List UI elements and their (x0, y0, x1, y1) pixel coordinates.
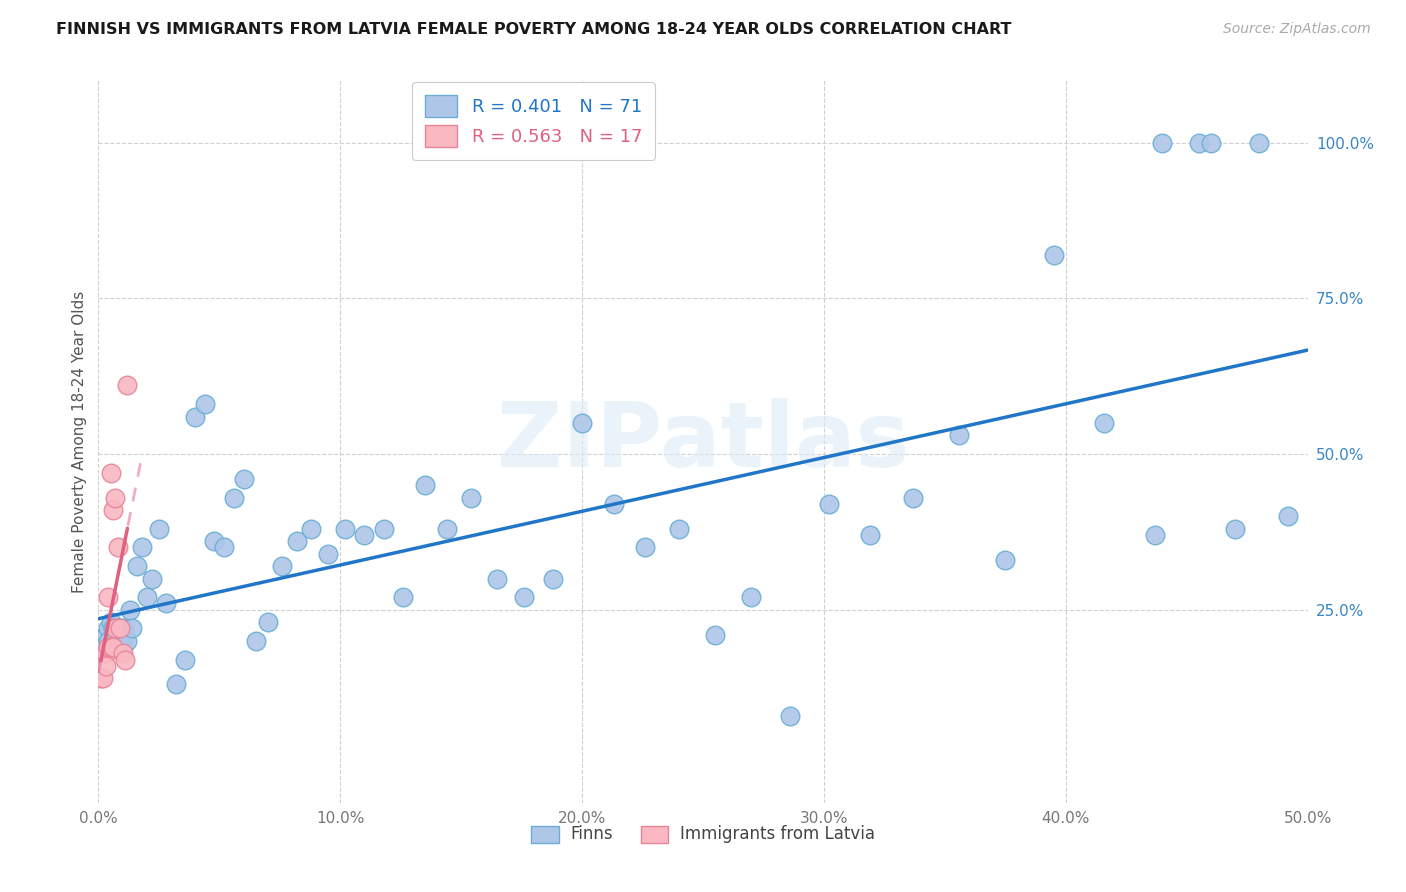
Point (135, 591, 157, 605)
Point (256, 615, 278, 630)
Point (299, 522, 322, 536)
Point (1152, 136, 1174, 150)
Point (1199, 136, 1222, 150)
Point (859, 528, 882, 542)
Point (101, 640, 124, 654)
Point (101, 633, 124, 648)
Point (108, 640, 131, 654)
Point (740, 591, 762, 605)
Point (104, 627, 127, 641)
Point (101, 621, 124, 635)
Point (212, 541, 235, 555)
Text: Source: ZipAtlas.com: Source: ZipAtlas.com (1223, 22, 1371, 37)
Point (392, 591, 415, 605)
Point (165, 677, 187, 691)
Point (222, 491, 245, 505)
Point (100, 466, 122, 480)
Point (91, 640, 114, 654)
Point (1144, 528, 1167, 542)
Point (194, 397, 217, 411)
Point (373, 522, 395, 536)
Point (97, 621, 120, 635)
Point (316, 547, 339, 561)
Point (174, 652, 197, 666)
Point (90, 671, 112, 685)
Point (1223, 522, 1246, 536)
Point (101, 503, 124, 517)
Point (127, 559, 149, 574)
Point (117, 633, 139, 648)
Point (903, 491, 925, 505)
Legend: Finns, Immigrants from Latvia: Finns, Immigrants from Latvia (524, 818, 882, 850)
Point (333, 522, 356, 536)
Point (948, 428, 970, 442)
Point (131, 541, 153, 555)
Point (232, 472, 254, 486)
Point (571, 416, 593, 430)
Point (114, 652, 136, 666)
Point (1094, 416, 1116, 430)
Point (353, 528, 375, 542)
Point (97, 591, 120, 605)
Point (602, 497, 624, 511)
Point (668, 522, 690, 536)
Point (107, 633, 129, 648)
Point (634, 541, 657, 555)
Text: FINNISH VS IMMIGRANTS FROM LATVIA FEMALE POVERTY AMONG 18-24 YEAR OLDS CORRELATI: FINNISH VS IMMIGRANTS FROM LATVIA FEMALE… (56, 22, 1012, 37)
Point (104, 621, 127, 635)
Point (100, 615, 122, 630)
Y-axis label: Female Poverty Among 18-24 Year Olds: Female Poverty Among 18-24 Year Olds (72, 291, 87, 592)
Point (108, 621, 131, 635)
Point (413, 478, 436, 492)
Point (111, 640, 134, 654)
Point (486, 572, 509, 586)
Point (155, 597, 177, 611)
Point (994, 553, 1017, 567)
Point (114, 627, 136, 641)
Point (111, 646, 134, 660)
Point (460, 491, 482, 505)
Point (817, 497, 839, 511)
Text: ZIPatlas: ZIPatlas (496, 398, 910, 485)
Point (148, 522, 170, 536)
Point (94, 658, 117, 673)
Point (541, 572, 564, 586)
Point (184, 409, 207, 424)
Point (271, 559, 294, 574)
Point (1277, 509, 1299, 524)
Point (121, 621, 143, 635)
Point (1188, 136, 1211, 150)
Point (107, 621, 129, 635)
Point (1249, 136, 1271, 150)
Point (104, 640, 127, 654)
Point (285, 534, 308, 549)
Point (100, 640, 122, 654)
Point (117, 378, 139, 392)
Point (91, 671, 114, 685)
Point (704, 627, 727, 641)
Point (779, 708, 801, 723)
Point (100, 640, 122, 654)
Point (108, 621, 131, 635)
Point (141, 572, 163, 586)
Point (204, 534, 226, 549)
Point (118, 603, 141, 617)
Point (245, 633, 267, 648)
Point (97, 640, 120, 654)
Point (1042, 248, 1064, 262)
Point (513, 591, 536, 605)
Point (436, 522, 458, 536)
Point (107, 541, 129, 555)
Point (104, 491, 127, 505)
Point (94, 627, 117, 641)
Point (111, 621, 134, 635)
Point (94, 646, 117, 660)
Point (97, 633, 120, 648)
